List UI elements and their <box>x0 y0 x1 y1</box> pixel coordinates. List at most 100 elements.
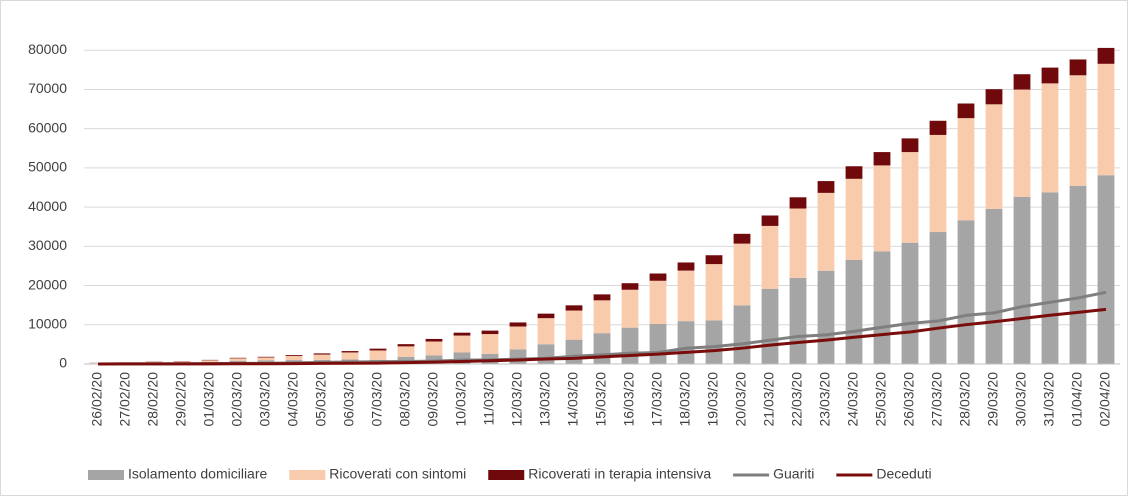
x-tick-label: 23/03/20 <box>817 372 833 427</box>
bar-segment <box>985 104 1003 209</box>
x-tick-label: 01/04/20 <box>1069 372 1085 427</box>
x-tick-label: 15/03/20 <box>593 372 609 427</box>
bar-segment <box>453 332 471 336</box>
bar-segment <box>565 339 583 364</box>
x-tick-label: 27/02/20 <box>117 372 133 427</box>
y-tick-label: 60000 <box>28 119 67 135</box>
bar-segment <box>705 264 723 321</box>
x-tick-label: 16/03/20 <box>621 372 637 427</box>
bar-segment <box>705 255 723 265</box>
x-tick-label: 20/03/20 <box>733 372 749 427</box>
bar-segment <box>649 280 667 325</box>
x-tick-label: 09/03/20 <box>425 372 441 427</box>
bar-segment <box>369 350 387 360</box>
bar-segment <box>285 356 303 361</box>
bar-segment <box>761 225 779 289</box>
bar-segment <box>1097 63 1115 176</box>
bar-segment <box>1013 196 1031 364</box>
bar-segment <box>705 320 723 364</box>
bar-segment <box>537 313 555 319</box>
x-tick-label: 08/03/20 <box>397 372 413 427</box>
bar-segment <box>901 138 919 153</box>
bar-segment <box>817 181 835 193</box>
bar-segment <box>565 310 583 340</box>
legend-swatch <box>289 470 326 480</box>
bar-segment <box>1041 67 1059 84</box>
bar-segment <box>453 352 471 364</box>
y-tick-label: 50000 <box>28 159 67 175</box>
x-tick-label: 14/03/20 <box>565 372 581 427</box>
bar-segment <box>985 208 1003 364</box>
x-tick-label: 17/03/20 <box>649 372 665 427</box>
bar-segment <box>761 288 779 364</box>
bar-segment <box>621 289 639 328</box>
bar-segment <box>733 305 751 364</box>
legend-label: Isolamento domiciliare <box>128 466 267 482</box>
bar-segment <box>313 354 331 360</box>
x-tick-label: 25/03/20 <box>873 372 889 427</box>
legend-label: Ricoverati con sintomi <box>329 466 466 482</box>
x-tick-label: 28/03/20 <box>957 372 973 427</box>
x-tick-label: 01/03/20 <box>201 372 217 427</box>
bar-segment <box>901 242 919 364</box>
bar-segment <box>929 120 947 135</box>
bar-segment <box>957 103 975 119</box>
bar-segment <box>593 294 611 301</box>
bar-segment <box>1069 59 1087 76</box>
y-tick-label: 20000 <box>28 276 67 292</box>
bar-segment <box>509 349 527 364</box>
bar-segment <box>1097 47 1115 64</box>
bar-segment <box>509 326 527 350</box>
y-tick-label: 30000 <box>28 237 67 253</box>
bar-segment <box>425 338 443 342</box>
bar-segment <box>929 134 947 233</box>
bar-segment <box>397 344 415 347</box>
bar-segment <box>201 360 219 362</box>
bar-segment <box>789 277 807 364</box>
bar-segment <box>1041 83 1059 193</box>
bar-segment <box>285 355 303 357</box>
bar-segment <box>957 118 975 221</box>
y-tick-label: 40000 <box>28 198 67 214</box>
y-tick-label: 10000 <box>28 315 67 331</box>
bar-segment <box>313 353 331 355</box>
bar-segment <box>873 152 891 166</box>
bar-segment <box>845 166 863 179</box>
x-tick-label: 13/03/20 <box>537 372 553 427</box>
bar-segment <box>733 233 751 244</box>
bar-segment <box>397 346 415 357</box>
legend-swatch <box>88 470 124 480</box>
x-tick-label: 11/03/20 <box>481 372 497 426</box>
y-tick-label: 0 <box>59 355 67 371</box>
x-tick-label: 26/02/20 <box>89 372 105 427</box>
bar-segment <box>621 283 639 290</box>
bar-segment <box>845 259 863 364</box>
bar-segment <box>1097 175 1115 364</box>
x-tick-label: 04/03/20 <box>285 372 301 427</box>
x-tick-label: 24/03/20 <box>845 372 861 427</box>
x-tick-label: 18/03/20 <box>677 372 693 427</box>
bar-segment <box>985 89 1003 105</box>
bar-segment <box>537 344 555 364</box>
bar-segment <box>481 330 499 335</box>
bar-segment <box>257 356 275 358</box>
x-tick-label: 29/03/20 <box>985 372 1001 427</box>
x-tick-label: 31/03/20 <box>1041 372 1057 427</box>
legend-label: Deceduti <box>876 466 931 482</box>
x-tick-label: 22/03/20 <box>789 372 805 427</box>
line-series <box>97 307 1107 366</box>
bar-segment <box>929 232 947 364</box>
x-tick-label: 10/03/20 <box>453 372 469 427</box>
bar-segment <box>1069 185 1087 364</box>
x-tick-label: 21/03/20 <box>761 372 777 427</box>
bar-segment <box>733 243 751 306</box>
x-tick-label: 05/03/20 <box>313 372 329 427</box>
bar-segment <box>649 324 667 364</box>
x-tick-label: 27/03/20 <box>929 372 945 427</box>
bar-segment <box>229 358 247 361</box>
x-tick-label: 26/03/20 <box>901 372 917 427</box>
bar-segment <box>873 165 891 252</box>
bar-segment <box>1069 75 1087 186</box>
bar-segment <box>817 270 835 364</box>
x-tick-label: 07/03/20 <box>369 372 385 427</box>
